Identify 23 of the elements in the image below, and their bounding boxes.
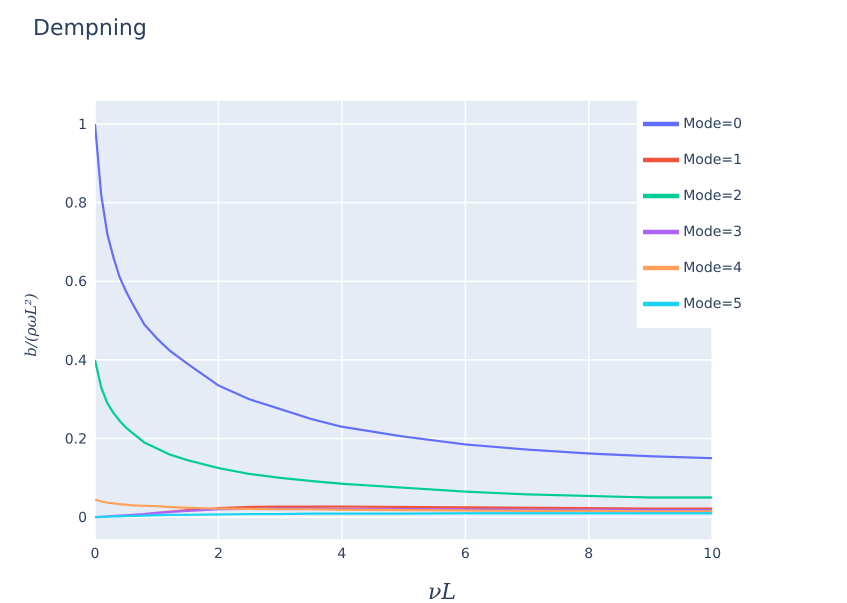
x-axis-title: νL	[428, 580, 456, 603]
y-tick-label: 0	[78, 510, 87, 526]
line-series	[95, 498, 712, 512]
legend-label: Mode=0	[683, 116, 742, 132]
x-tick-label: 6	[460, 546, 470, 562]
x-tick-label: 10	[703, 546, 722, 562]
y-tick-label: 0.4	[64, 352, 88, 369]
y-axis-title: b/(ρωL²)	[22, 292, 40, 359]
x-tick-label: 0	[90, 546, 100, 562]
x-tick-label: 2	[214, 546, 223, 562]
legend-label: Mode=1	[683, 152, 742, 168]
y-tick-label: 0.8	[64, 196, 87, 212]
legend-label: Mode=4	[683, 260, 742, 276]
legend-label: Mode=3	[683, 224, 742, 240]
chart-title: Dempning	[33, 16, 147, 41]
y-tick-label: 0.6	[64, 274, 88, 290]
legend-label: Mode=2	[683, 188, 742, 204]
y-tick-label: 1	[78, 116, 87, 133]
x-tick-label: 4	[337, 546, 346, 562]
y-tick-label: 0.2	[64, 432, 87, 448]
legend-label: Mode=5	[683, 296, 742, 312]
line-series	[95, 358, 712, 499]
x-tick-label: 8	[584, 546, 594, 562]
